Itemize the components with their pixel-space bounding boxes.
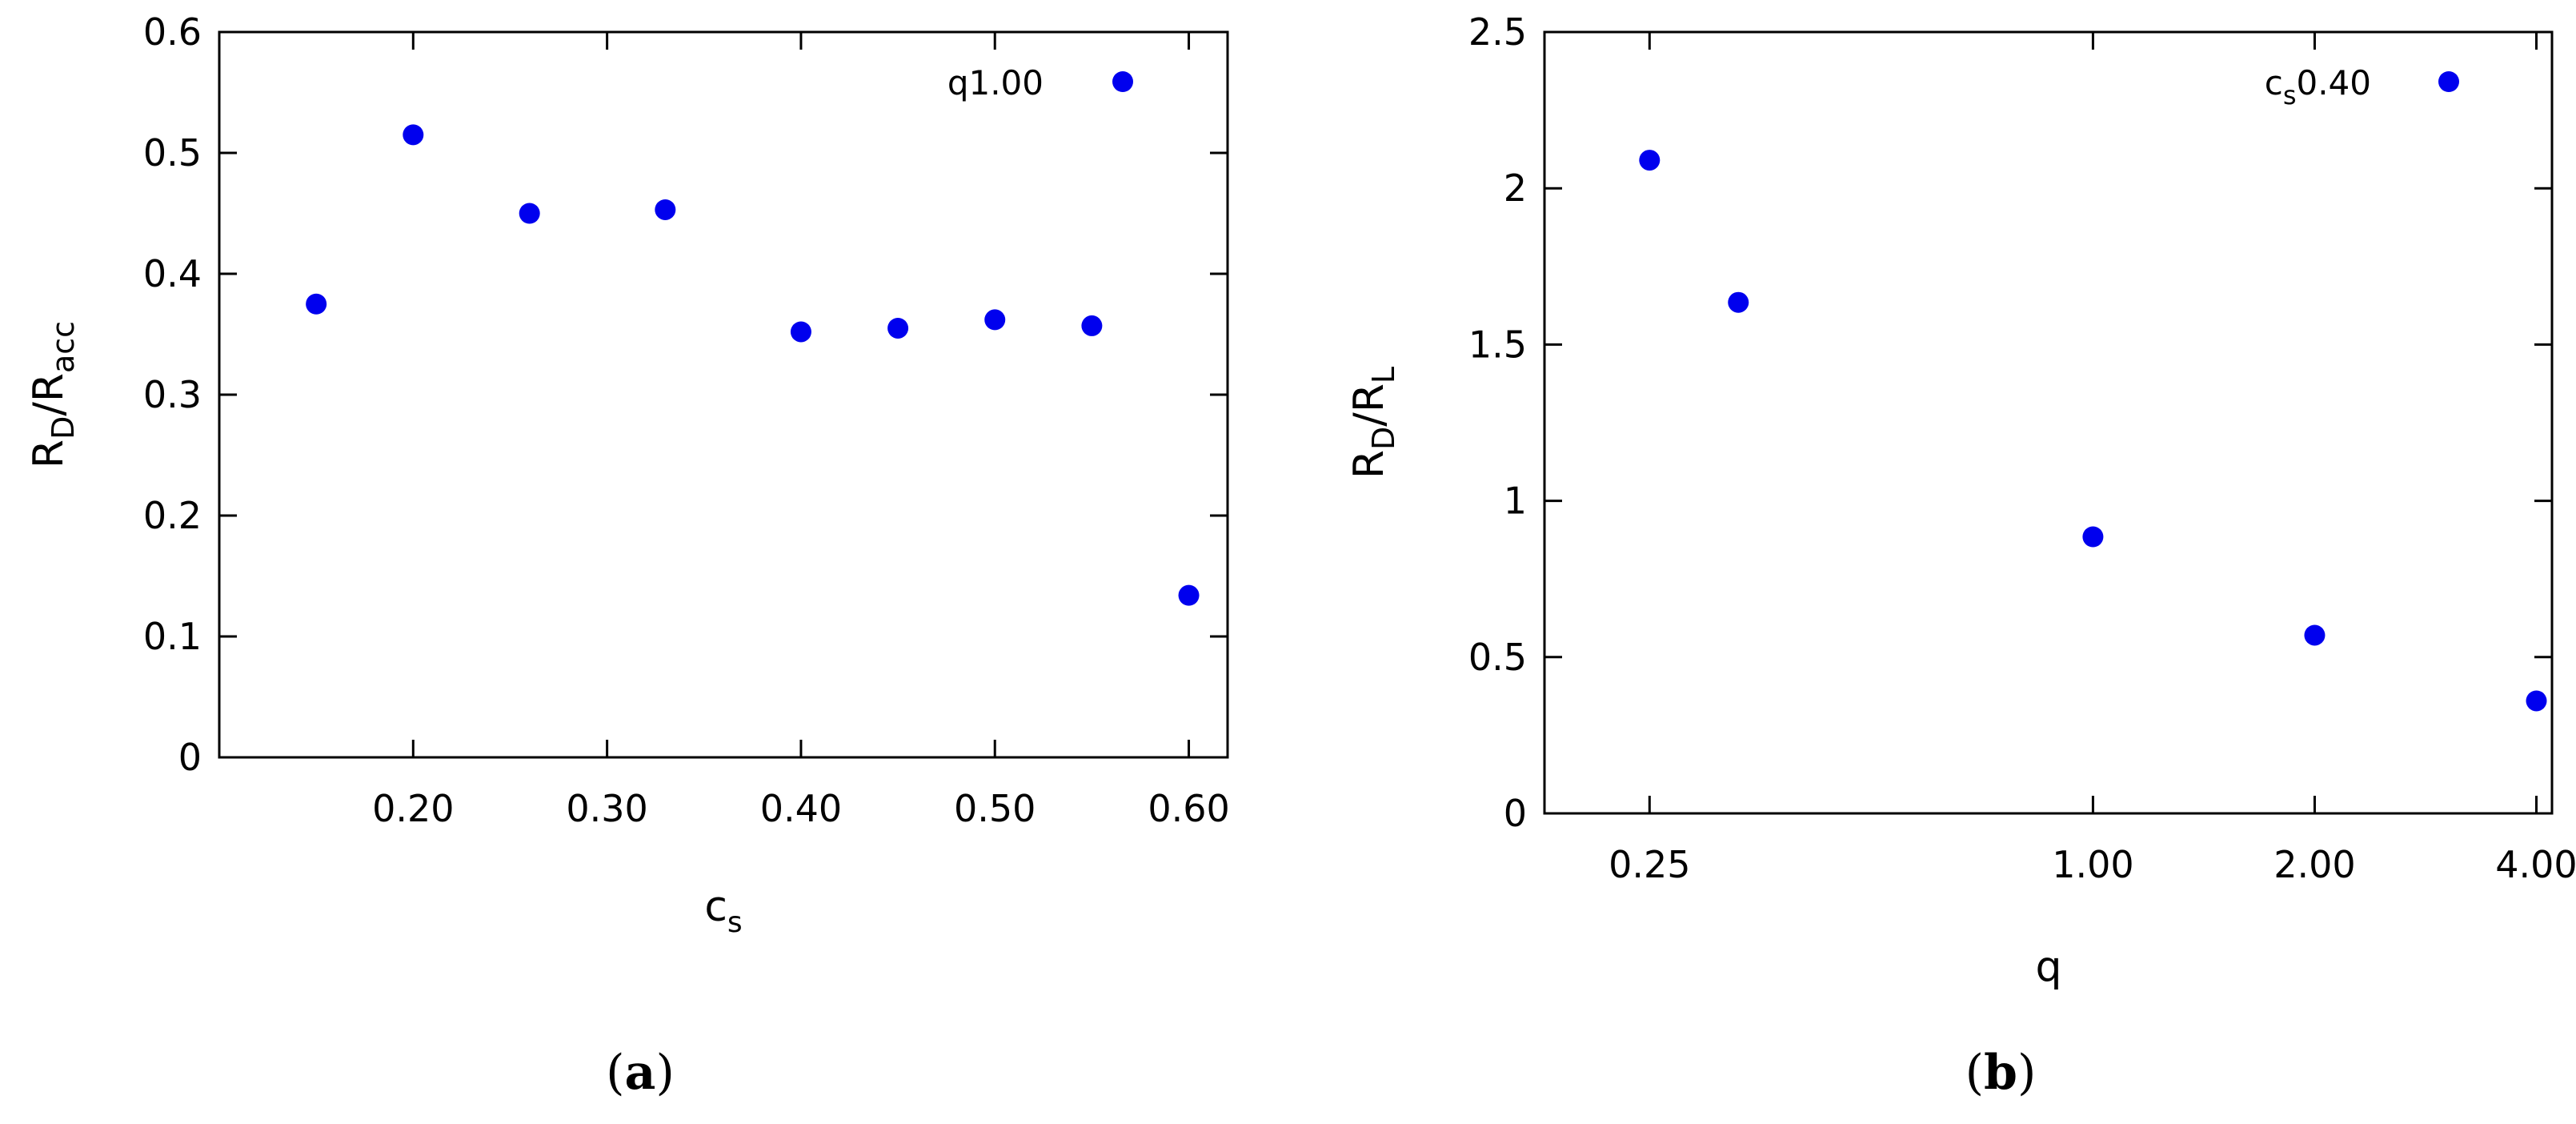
x-tick-label: 0.25 <box>1608 843 1690 886</box>
x-tick-label: 0.20 <box>372 787 454 830</box>
x-axis-title-a: cs <box>704 883 742 939</box>
x-tick-label: 1.00 <box>2052 843 2133 886</box>
data-point <box>306 293 327 315</box>
y-tick-label: 0.1 <box>143 615 202 658</box>
legend-label-b: cs0.40 <box>2265 63 2371 110</box>
data-point <box>887 317 909 339</box>
x-ticks-b: 0.25 1.00 2.00 4.00 <box>1608 32 2576 886</box>
data-point <box>403 124 424 146</box>
data-points-a <box>306 124 1200 606</box>
y-axis-title-a: RD/Racc <box>25 321 81 468</box>
y-tick-label: 0 <box>178 736 202 779</box>
data-point <box>790 321 811 343</box>
data-point <box>1178 584 1200 606</box>
y-tick-label: 0.6 <box>143 10 202 54</box>
y-axis-title-b: RD/RL <box>1345 367 1401 479</box>
legend-marker-b <box>2438 71 2459 92</box>
data-point <box>2082 526 2104 548</box>
x-tick-label: 0.50 <box>954 787 1036 830</box>
y-tick-label: 0.4 <box>143 252 202 295</box>
plot-frame-b <box>1543 30 2554 815</box>
y-tick-label: 1.5 <box>1468 323 1527 366</box>
panel-label-a: (a) <box>606 1045 675 1101</box>
y-tick-label: 0.3 <box>143 373 202 416</box>
plot-frame-a <box>218 30 1229 759</box>
legend-label-a: q1.00 <box>947 63 1044 102</box>
data-points-b <box>1639 150 2547 712</box>
data-point <box>1081 315 1103 336</box>
y-tick-label: 2.5 <box>1468 10 1527 54</box>
data-point <box>1639 150 1661 171</box>
y-tick-label: 1 <box>1504 480 1527 523</box>
x-tick-label: 0.60 <box>1148 787 1229 830</box>
data-point <box>655 199 676 220</box>
y-ticks-a: 0 0.1 0.2 0.3 0.4 0.5 0.6 <box>143 10 1228 779</box>
x-ticks-a: 0.20 0.30 0.40 0.50 0.60 <box>372 32 1230 830</box>
x-axis-title-b: q <box>2035 943 2061 991</box>
y-tick-label: 2 <box>1504 167 1527 210</box>
legend-marker-a <box>1112 71 1133 92</box>
x-tick-label: 2.00 <box>2274 843 2355 886</box>
x-tick-label: 0.30 <box>566 787 647 830</box>
x-tick-label: 4.00 <box>2495 843 2576 886</box>
y-tick-label: 0.5 <box>1468 636 1527 679</box>
data-point <box>519 203 540 224</box>
y-tick-label: 0 <box>1504 792 1527 835</box>
data-point <box>1728 291 1749 313</box>
y-tick-label: 0.2 <box>143 494 202 537</box>
y-ticks-b: 0 0.5 1 1.5 2 2.5 <box>1468 10 2552 835</box>
panel-b: 0 0.5 1 1.5 2 2.5 0.25 1.00 2.00 4.00 cs0.40 q R… <box>1345 10 2576 1101</box>
y-tick-label: 0.5 <box>143 131 202 175</box>
panel-a: 0 0.1 0.2 0.3 0.4 0.5 0.6 0.20 0.30 0.40 0.50 0.60… <box>25 10 1230 1101</box>
data-point <box>2304 624 2326 646</box>
panel-label-b: (b) <box>1965 1045 2037 1101</box>
data-point <box>2526 690 2547 712</box>
data-point <box>984 309 1006 331</box>
x-tick-label: 0.40 <box>760 787 842 830</box>
